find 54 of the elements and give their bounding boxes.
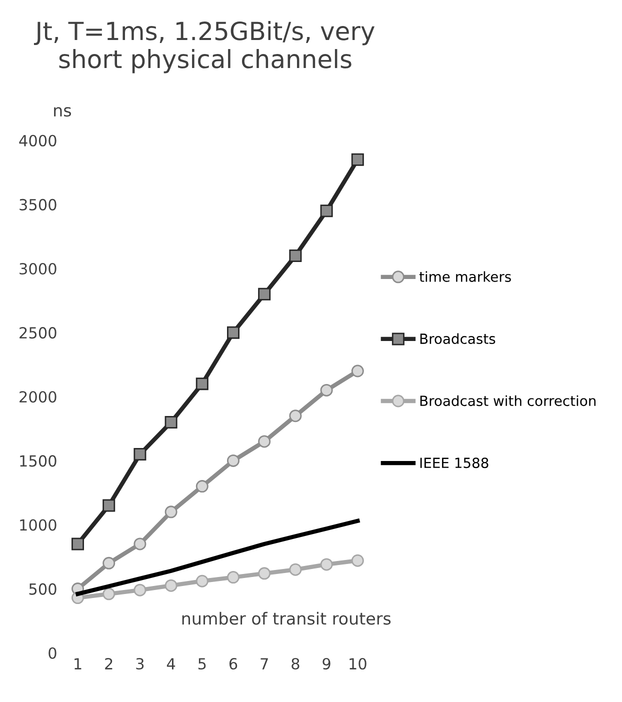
- point: [320, 204, 333, 218]
- point: [134, 448, 146, 461]
- y-tick-label: 3500: [20, 198, 56, 210]
- point: [164, 416, 178, 429]
- y-tick-label: 2000: [20, 391, 56, 403]
- point: [258, 567, 271, 580]
- x-tick-label: 9: [322, 658, 330, 670]
- point: [320, 384, 333, 396]
- point: [134, 538, 146, 550]
- point: [134, 584, 146, 596]
- y-tick-label: 3000: [20, 262, 56, 275]
- y-tick-label: 1500: [20, 455, 56, 467]
- y-tick-label: 1000: [20, 519, 56, 531]
- x-tick-label: 1: [74, 658, 82, 670]
- y-tick-label: 0: [48, 647, 56, 659]
- point: [289, 563, 302, 576]
- point: [196, 574, 208, 588]
- point: [227, 326, 240, 339]
- legend-label: IEEE 1588: [420, 458, 488, 468]
- y-tick-label: 4000: [19, 134, 56, 146]
- y-tick-label: 2500: [20, 327, 56, 339]
- point: [258, 288, 271, 300]
- point: [351, 153, 364, 166]
- point: [102, 556, 116, 570]
- x-tick-label: 6: [229, 658, 238, 670]
- point: [196, 378, 208, 390]
- x-tick-label: 2: [105, 658, 112, 670]
- x-tick-label: 7: [260, 658, 268, 670]
- point: [320, 558, 333, 571]
- point: [351, 364, 364, 378]
- point: [289, 410, 302, 422]
- point: [164, 579, 178, 592]
- legend-label: Broadcast with correction: [420, 395, 596, 406]
- chart-title: Jt, T=1ms, 1.25GBit/s, very short physical channels: [34, 21, 375, 74]
- point: [227, 454, 240, 467]
- x-tick-label: 3: [136, 658, 144, 670]
- point: [164, 506, 178, 518]
- point: [351, 554, 364, 567]
- point: [102, 588, 116, 600]
- point: [102, 499, 116, 512]
- x-tick-label: 10: [350, 658, 366, 670]
- x-tick-label: 5: [198, 658, 206, 670]
- point: [72, 538, 84, 550]
- point: [227, 571, 240, 584]
- x-tick-label: 4: [166, 658, 176, 670]
- legend-label: time markers: [419, 271, 511, 282]
- point: [196, 480, 208, 493]
- y-axis-title: ns: [54, 107, 72, 117]
- x-axis-title: number of transit routers: [182, 612, 391, 625]
- point: [289, 249, 302, 262]
- y-tick-label: 500: [29, 583, 56, 595]
- point: [258, 435, 271, 448]
- legend-label: Broadcasts: [420, 333, 496, 344]
- x-tick-label: 8: [292, 658, 300, 670]
